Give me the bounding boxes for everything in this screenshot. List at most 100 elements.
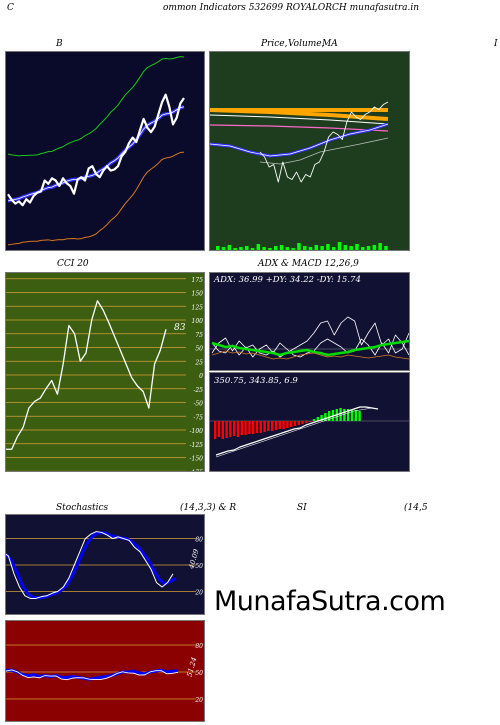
cci-level-label: -25 bbox=[193, 387, 203, 394]
stoch-chart: 80 50 20 bbox=[6, 515, 204, 614]
macd-histogram-bar bbox=[297, 421, 300, 425]
price-title-a: Price, bbox=[261, 39, 288, 49]
price-volume-bar bbox=[239, 247, 243, 250]
cci-level-label: 25 bbox=[194, 359, 203, 366]
price-volume-bar bbox=[372, 245, 377, 250]
macd-histogram-bar bbox=[350, 410, 354, 421]
price-volume-bar bbox=[326, 244, 330, 250]
price-volume-bar bbox=[314, 245, 319, 250]
macd-histogram-bar bbox=[214, 421, 217, 439]
price-volume-bar bbox=[245, 246, 249, 250]
price-volume-bar bbox=[227, 245, 232, 250]
macd-histogram-bar bbox=[248, 421, 251, 434]
macd-histogram-bar bbox=[328, 411, 331, 421]
rsi-title-b: (14,5 bbox=[404, 503, 428, 513]
price-volume-bar bbox=[233, 248, 237, 250]
cci-level-label: -175 bbox=[190, 469, 204, 472]
adx-plus-di-line bbox=[211, 316, 409, 358]
cci-level-label: 125 bbox=[192, 304, 204, 311]
macd-histogram-bar bbox=[343, 409, 346, 421]
price-volume-bar bbox=[250, 248, 255, 250]
macd-histogram-bar bbox=[244, 421, 247, 435]
bollinger-price-line bbox=[7, 93, 185, 207]
cci-level-label: -100 bbox=[190, 428, 204, 435]
price-title-c: MA bbox=[322, 39, 338, 49]
price-volume-bar bbox=[285, 247, 290, 250]
cci-level-label: 175 bbox=[192, 277, 204, 284]
macd-histogram-bar bbox=[278, 421, 281, 429]
bollinger-title: B bbox=[56, 39, 63, 49]
price-ma-white bbox=[210, 114, 389, 125]
macd-histogram-bar bbox=[236, 421, 240, 437]
cci-value-label: 83 bbox=[174, 323, 186, 333]
stoch-level-label: 20 bbox=[194, 589, 203, 596]
macd-histogram-bar bbox=[274, 421, 278, 430]
price-ma-orange bbox=[210, 108, 389, 121]
macd-histogram-bar bbox=[312, 419, 316, 421]
macd-background bbox=[210, 373, 409, 471]
adx-panel: ADX: 36.99 +DY: 34.22 -DY: 15.74 bbox=[209, 272, 410, 371]
stoch-k-line bbox=[6, 531, 174, 599]
price-volume-bar bbox=[361, 247, 365, 250]
cci-level-label: 150 bbox=[192, 291, 204, 298]
macd-histogram-bar bbox=[354, 410, 357, 421]
price-volume-bar bbox=[268, 248, 272, 250]
macd-histogram-bar bbox=[286, 421, 289, 428]
adx-readout: ADX: 36.99 +DY: 34.22 -DY: 15.74 bbox=[214, 275, 361, 285]
macd-histogram-bar bbox=[255, 421, 259, 433]
cci-level-label: 75 bbox=[195, 332, 203, 339]
adx-main-line bbox=[211, 339, 409, 357]
price-volume-bar bbox=[355, 244, 359, 250]
macd-readout: 350.75, 343.85, 6.9 bbox=[214, 376, 298, 386]
bollinger-panel bbox=[5, 51, 205, 251]
rsi-chart: 80 50 20 bbox=[6, 621, 204, 721]
macd-histogram-bar bbox=[271, 421, 274, 431]
macd-histogram-bar bbox=[316, 417, 319, 421]
price-title-b: Volume, bbox=[288, 39, 325, 49]
cci-chart: 175 150 125 100 75 50 25 0 -25 -50 -75 -100 -125 -150… bbox=[6, 273, 204, 472]
cci-panel: 175 150 125 100 75 50 25 0 -25 -50 -75 -100 -125 -150… bbox=[5, 272, 205, 472]
watermark: MunafaSutra.com bbox=[214, 586, 446, 617]
price-volume-bar bbox=[308, 247, 313, 250]
macd-histogram-bar bbox=[339, 408, 342, 421]
price-volume-bar bbox=[337, 242, 342, 250]
price-volume-bar bbox=[343, 245, 348, 250]
macd-histogram-bar bbox=[358, 411, 361, 421]
macd-histogram-bar bbox=[259, 421, 262, 433]
macd-histogram-bar bbox=[309, 421, 312, 422]
macd-histogram-bar bbox=[282, 421, 285, 429]
price-volume-bar bbox=[320, 246, 324, 250]
macd-histogram-bar bbox=[293, 421, 297, 426]
rsi-panel: 80 50 20 51.24 bbox=[5, 620, 205, 722]
macd-histogram-bar bbox=[290, 421, 293, 427]
rsi-level-label: 50 bbox=[195, 670, 203, 677]
macd-panel: 350.75, 343.85, 6.9 bbox=[209, 372, 410, 472]
cci-level-label: 0 bbox=[199, 373, 203, 380]
macd-histogram-bar bbox=[233, 421, 236, 436]
price-right-letter: I bbox=[494, 39, 498, 49]
price-chart bbox=[210, 52, 409, 250]
price-background bbox=[210, 52, 409, 250]
rsi-title-a: SI bbox=[297, 503, 307, 513]
adx-orange-line bbox=[211, 350, 409, 360]
price-ma-pink bbox=[210, 124, 389, 132]
bollinger-background bbox=[6, 52, 204, 250]
price-volume-bar bbox=[262, 247, 266, 250]
stoch-title-a: Stochastics bbox=[56, 503, 109, 513]
stoch-d-line bbox=[6, 531, 177, 600]
price-volume-bar bbox=[274, 246, 278, 250]
price-panel bbox=[209, 51, 410, 251]
rsi-white-line bbox=[6, 669, 179, 681]
price-volume-bar bbox=[349, 246, 353, 250]
adx-chart bbox=[210, 273, 409, 370]
stoch-panel: 80 50 20 40.09 bbox=[5, 514, 205, 615]
price-volume-bar bbox=[303, 246, 307, 250]
macd-histogram-bar bbox=[301, 421, 304, 424]
price-volume-bar bbox=[384, 246, 388, 250]
price-ma-blue-core bbox=[210, 123, 389, 157]
price-volume-bar bbox=[378, 243, 382, 250]
rsi-level-label: 80 bbox=[195, 643, 203, 650]
macd-line bbox=[215, 406, 379, 456]
bollinger-chart bbox=[6, 52, 204, 250]
bollinger-upper-band bbox=[7, 56, 185, 157]
